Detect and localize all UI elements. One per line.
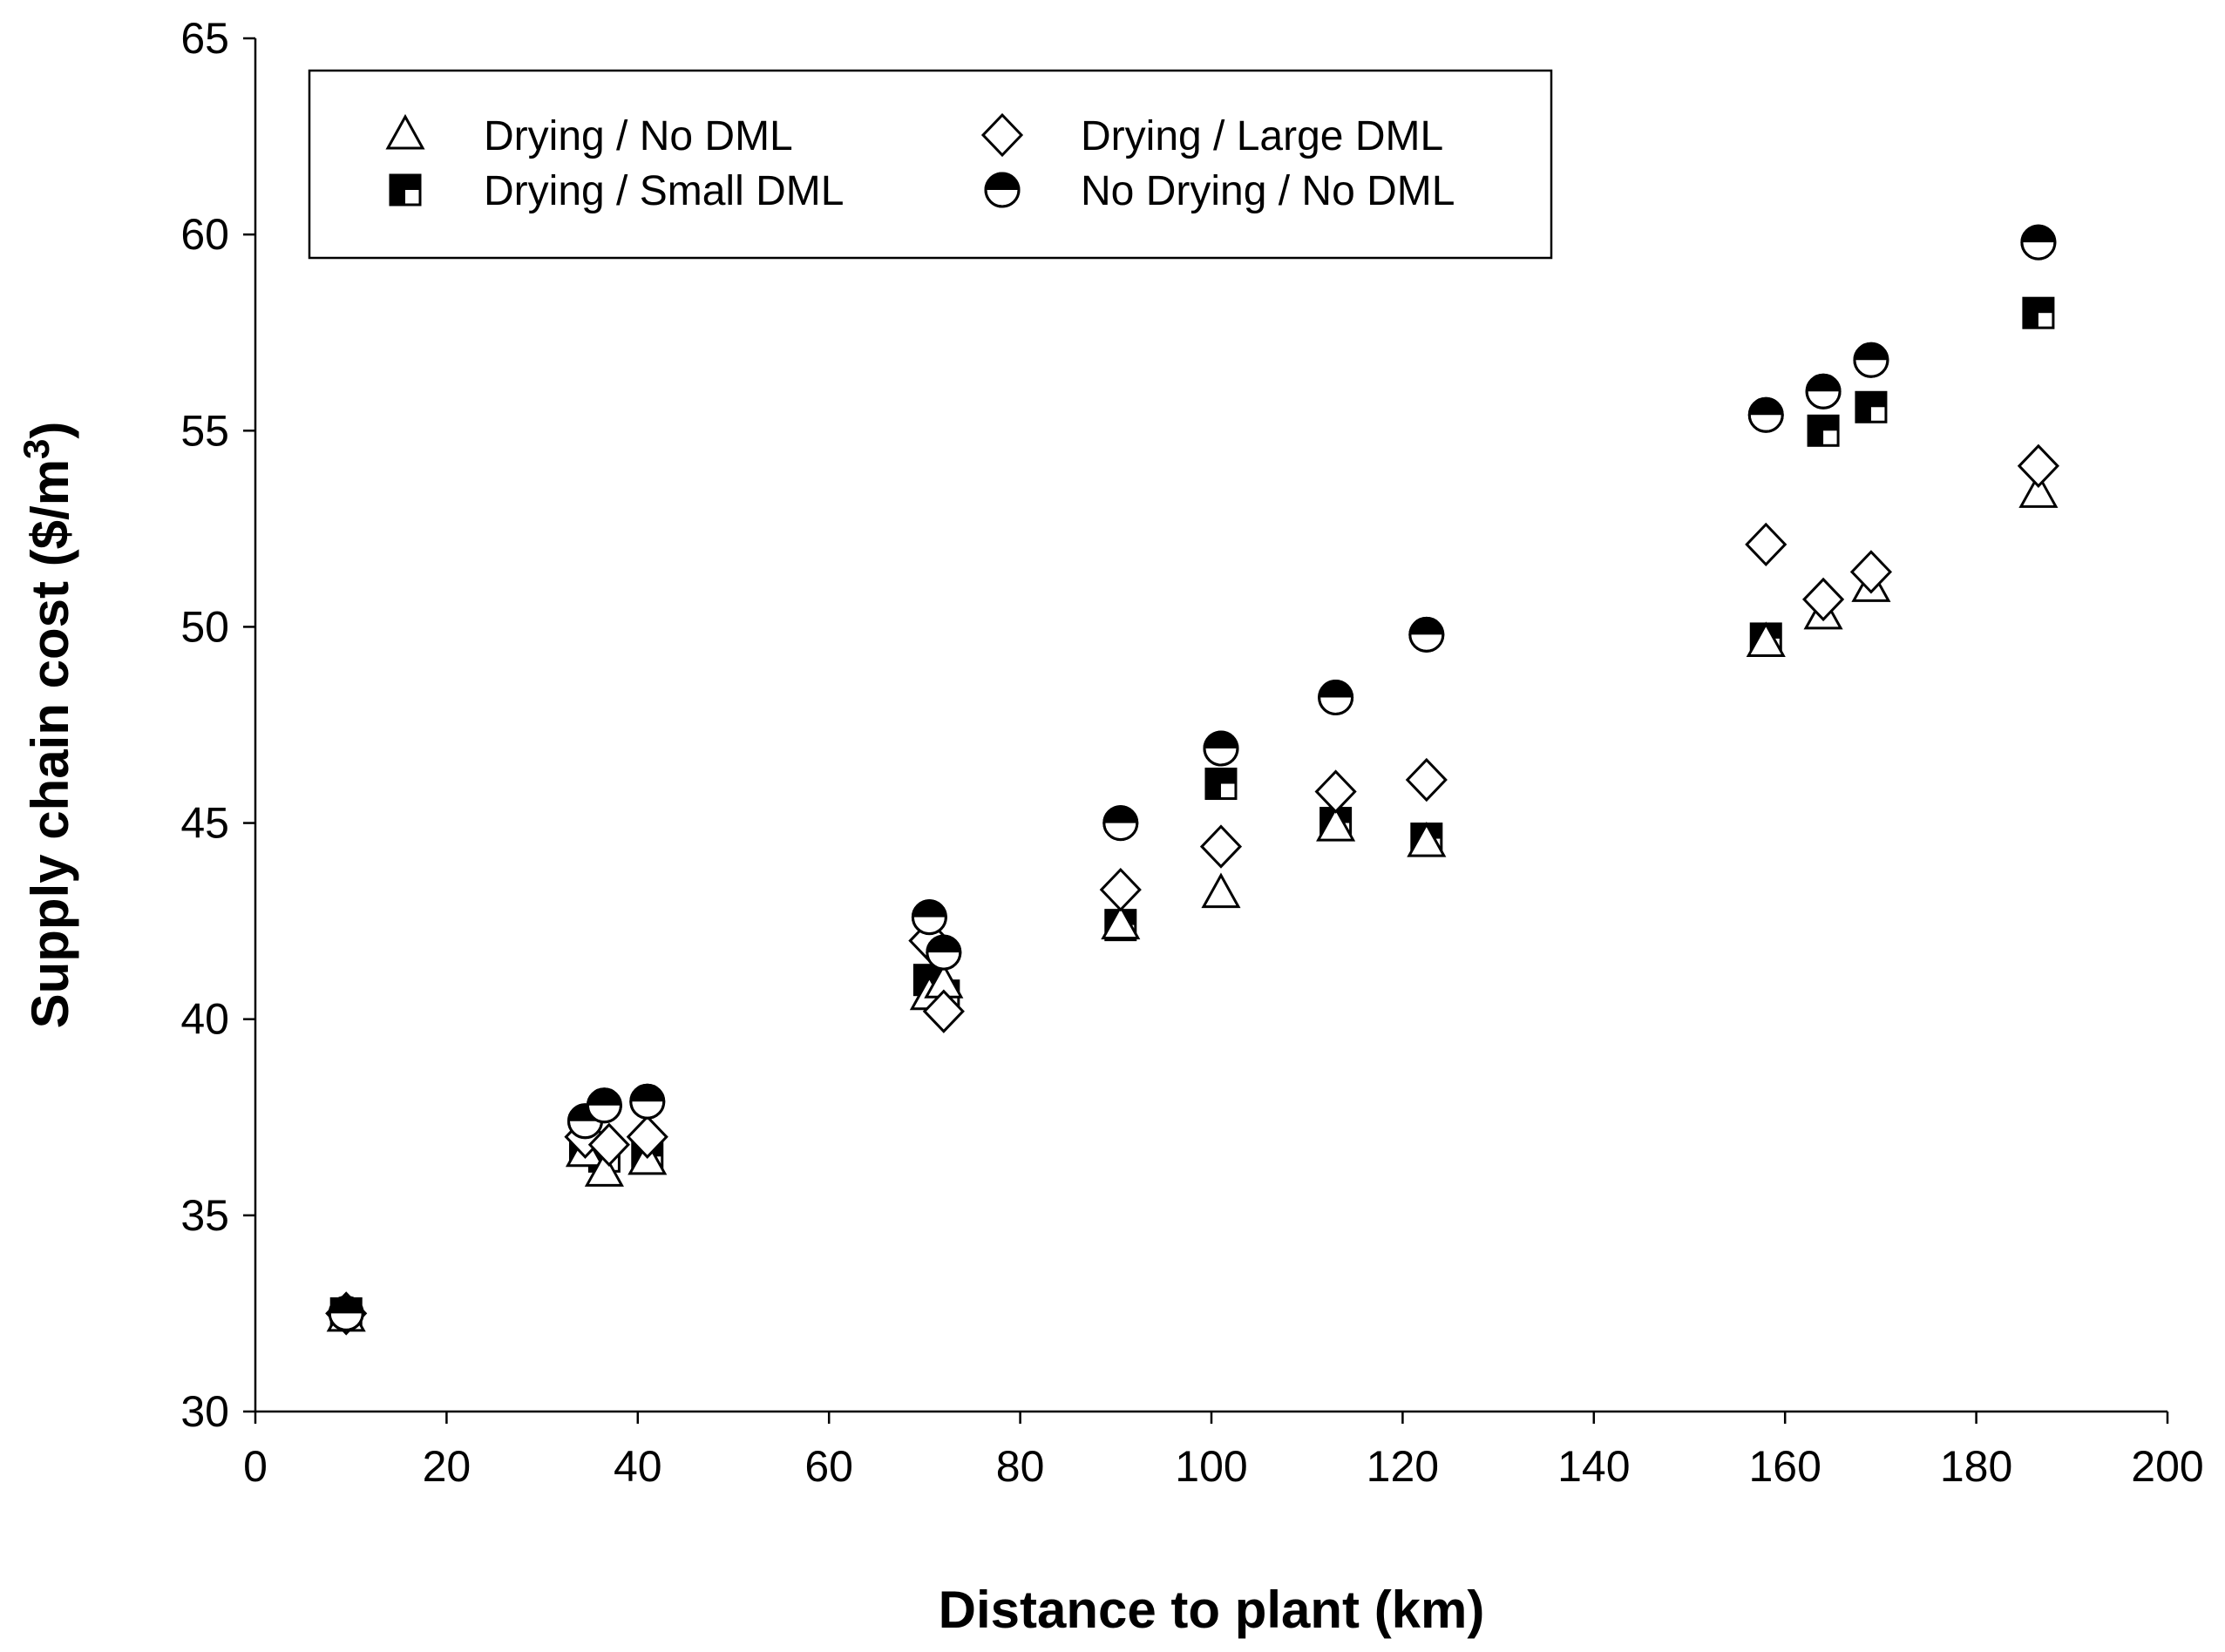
legend-marker-square-checker	[389, 173, 422, 206]
legend-label: Drying / Small DML	[484, 168, 844, 214]
x-tick-label: 0	[243, 1442, 268, 1491]
data-point-diamond-open	[587, 1122, 630, 1167]
y-tick-label: 35	[180, 1191, 229, 1240]
legend-marker-circle-half	[984, 172, 1021, 208]
x-axis-title: Distance to plant (km)	[939, 1581, 1485, 1639]
data-point-triangle-open	[1101, 904, 1141, 940]
legend-marker-triangle-open	[385, 113, 425, 150]
data-point-square-checker	[2022, 296, 2055, 329]
data-points	[325, 224, 2059, 1336]
legend-label: Drying / Large DML	[1081, 113, 1443, 159]
data-point-triangle-open	[1316, 805, 1356, 842]
data-point-circle-half	[1747, 396, 1784, 433]
x-tick-label: 120	[1367, 1442, 1439, 1491]
data-point-diamond-open	[1849, 550, 1893, 594]
data-point-circle-half	[1853, 342, 1889, 378]
y-axis-title-sup: 3	[16, 439, 57, 459]
y-tick-label: 40	[180, 995, 229, 1044]
data-point-circle-half	[1805, 373, 1842, 410]
data-point-circle-half	[1318, 679, 1354, 715]
y-tick-label: 65	[180, 14, 229, 63]
data-point-diamond-open	[922, 989, 965, 1033]
x-tick-label: 60	[804, 1442, 853, 1491]
data-point-circle-half	[911, 899, 947, 936]
data-point-triangle-open	[2018, 472, 2059, 508]
data-point-diamond-open	[1314, 769, 1357, 814]
data-point-diamond-open	[1802, 577, 1845, 622]
x-tick-label: 140	[1557, 1442, 1630, 1491]
data-point-diamond-open	[626, 1114, 668, 1159]
x-tick-label: 20	[423, 1442, 471, 1491]
data-point-diamond-open	[1099, 867, 1142, 912]
data-point-square-checker	[1855, 390, 1888, 423]
data-point-triangle-open	[584, 1151, 624, 1187]
data-point-diamond-open	[1199, 824, 1243, 869]
data-point-circle-half	[2020, 224, 2057, 261]
y-axis-title: Supply chain cost ($/m3)	[16, 422, 79, 1029]
data-point-triangle-open	[1201, 872, 1241, 909]
y-axis-title-end: )	[21, 422, 79, 439]
y-tick-label: 45	[180, 799, 229, 848]
data-point-circle-half	[629, 1083, 666, 1120]
y-tick-label: 60	[180, 210, 229, 259]
legend: Drying / No DML Drying / Small DML Drying …	[308, 69, 1553, 260]
y-tick-label: 55	[180, 406, 229, 455]
data-point-triangle-open	[1746, 621, 1786, 657]
legend-box	[308, 69, 1553, 260]
legend-label: Drying / No DML	[484, 113, 793, 159]
x-tick-label: 180	[1940, 1442, 2012, 1491]
x-tick-label: 80	[996, 1442, 1045, 1491]
data-point-triangle-open	[1407, 821, 1447, 857]
y-tick-label: 30	[180, 1387, 229, 1436]
legend-label: No Drying / No DML	[1081, 168, 1455, 214]
x-ticks: 0 20 40 60 80 100 120 140 160 180 200	[243, 1412, 2204, 1491]
data-point-diamond-open	[1745, 522, 1787, 567]
data-point-diamond-open	[1405, 757, 1448, 802]
legend-marker-diamond-open	[980, 112, 1024, 158]
legend-items: Drying / No DML Drying / Small DML Drying …	[385, 112, 1455, 214]
x-tick-label: 100	[1175, 1442, 1247, 1491]
x-tick-label: 40	[614, 1442, 662, 1491]
x-tick-label: 160	[1748, 1442, 1821, 1491]
x-tick-label: 200	[2131, 1442, 2203, 1491]
data-point-circle-half	[328, 1295, 364, 1331]
data-point-square-checker	[1807, 414, 1840, 447]
data-point-circle-half	[1203, 730, 1239, 767]
data-point-circle-half	[586, 1087, 622, 1124]
data-point-circle-half	[1408, 616, 1445, 653]
data-point-diamond-open	[2017, 443, 2059, 488]
y-ticks: 30 35 40 45 50 55 60 65	[180, 14, 255, 1436]
y-axis-title-main: Supply chain cost ($/m	[21, 459, 79, 1028]
data-point-circle-half	[1102, 805, 1139, 842]
data-point-square-checker	[1204, 768, 1238, 801]
data-point-circle-half	[926, 934, 962, 971]
y-tick-label: 50	[180, 602, 229, 651]
